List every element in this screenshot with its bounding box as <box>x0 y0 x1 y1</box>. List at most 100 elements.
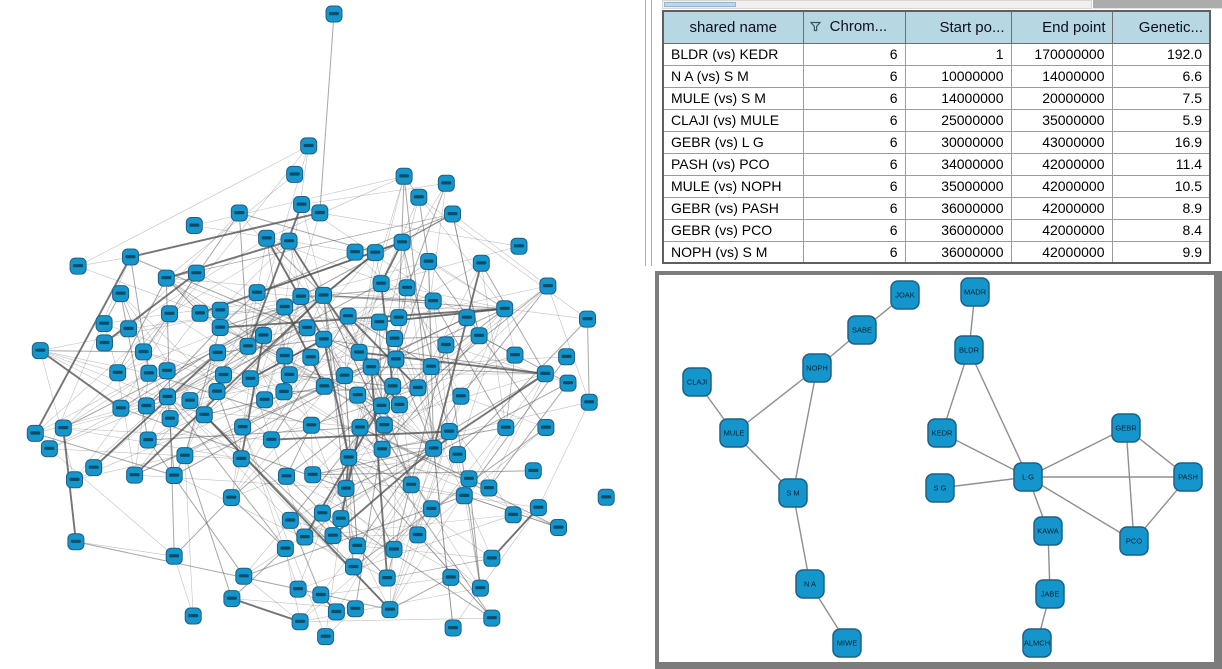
network-edge[interactable] <box>40 350 118 373</box>
column-header-end-point[interactable]: End point <box>1010 10 1113 44</box>
network-node[interactable] <box>239 337 257 355</box>
network-node[interactable] <box>262 431 280 449</box>
subnetwork-node-s-m[interactable]: S M <box>778 478 808 508</box>
network-edge[interactable] <box>417 183 447 388</box>
network-node[interactable] <box>460 470 478 488</box>
network-node[interactable] <box>40 440 58 458</box>
network-node[interactable] <box>444 205 461 223</box>
network-edge[interactable] <box>39 349 122 409</box>
network-edge[interactable] <box>284 145 309 307</box>
network-edge[interactable] <box>231 378 251 498</box>
network-edge[interactable] <box>184 455 233 599</box>
network-edge[interactable] <box>220 307 505 329</box>
subnetwork-edge[interactable] <box>1027 427 1127 478</box>
network-node[interactable] <box>126 466 144 484</box>
network-edge[interactable] <box>146 352 218 407</box>
network-edge[interactable] <box>231 497 286 549</box>
network-edge[interactable] <box>345 447 434 489</box>
network-edge[interactable] <box>167 283 382 398</box>
network-node[interactable] <box>385 540 403 558</box>
network-node[interactable] <box>395 167 413 185</box>
network-edge[interactable] <box>40 350 205 415</box>
table-row[interactable]: N A (vs) S M 6 10000000 14000000 6.6 <box>662 64 1211 88</box>
network-node[interactable] <box>209 344 227 362</box>
network-edge[interactable] <box>166 277 385 426</box>
network-node[interactable] <box>410 188 428 206</box>
network-edge[interactable] <box>310 356 372 368</box>
network-edge[interactable] <box>382 448 434 450</box>
network-node[interactable] <box>580 393 598 411</box>
network-edge[interactable] <box>386 344 447 579</box>
network-edge[interactable] <box>348 354 516 458</box>
subnetwork-node-n-a[interactable]: N A <box>795 569 825 599</box>
network-edge[interactable] <box>290 520 395 550</box>
network-node[interactable] <box>291 613 309 631</box>
network-node[interactable] <box>286 165 304 183</box>
subnetwork-node-pco[interactable]: PCO <box>1119 526 1149 556</box>
network-edge[interactable] <box>323 287 408 296</box>
network-node[interactable] <box>281 511 299 529</box>
network-edge[interactable] <box>286 475 388 579</box>
network-node[interactable] <box>340 448 358 466</box>
network-edge[interactable] <box>243 575 301 622</box>
network-node[interactable] <box>208 383 226 400</box>
network-node[interactable] <box>187 264 205 282</box>
network-node[interactable] <box>248 284 266 302</box>
network-node[interactable] <box>393 233 411 251</box>
subnetwork-node-noph[interactable]: NOPH <box>802 353 832 383</box>
network-edge[interactable] <box>445 344 481 589</box>
network-node[interactable] <box>398 279 416 297</box>
network-edge[interactable] <box>394 338 493 559</box>
table-row[interactable]: MULE (vs) NOPH 6 35000000 42000000 10.5 <box>662 174 1211 198</box>
network-node[interactable] <box>390 309 408 327</box>
network-node[interactable] <box>85 459 103 477</box>
network-node[interactable] <box>550 519 567 536</box>
subnetwork-node-gebr[interactable]: GEBR <box>1111 413 1141 443</box>
network-edge[interactable] <box>242 426 326 637</box>
network-edge[interactable] <box>166 240 290 280</box>
network-node[interactable] <box>54 419 72 437</box>
network-edge[interactable] <box>357 545 391 610</box>
network-edge[interactable] <box>340 518 493 619</box>
network-node[interactable] <box>222 489 240 507</box>
network-node[interactable] <box>298 319 316 337</box>
subnetwork-node-miwe[interactable]: MIWE <box>832 628 862 658</box>
network-node[interactable] <box>346 600 364 618</box>
subnetwork-node-kedr[interactable]: KEDR <box>927 418 957 448</box>
network-node[interactable] <box>255 326 272 344</box>
network-edge[interactable] <box>480 507 539 589</box>
network-node[interactable] <box>324 527 342 545</box>
network-node[interactable] <box>120 320 138 338</box>
network-edge[interactable] <box>173 497 232 557</box>
network-node[interactable] <box>158 362 176 380</box>
network-node[interactable] <box>66 471 83 489</box>
network-node[interactable] <box>480 479 498 497</box>
network-node[interactable] <box>442 568 460 586</box>
network-edge[interactable] <box>167 396 286 549</box>
subnetwork-node-jabe[interactable]: JABE <box>1035 579 1065 609</box>
subnetwork-panel[interactable]: JOAK MADR SABE NOPH BLDR CLAJI MULE KEDR GEBR L G… <box>655 271 1222 669</box>
network-edge[interactable] <box>356 395 462 547</box>
network-edge[interactable] <box>49 448 242 460</box>
network-edge[interactable] <box>289 240 356 253</box>
network-edge[interactable] <box>242 426 299 590</box>
network-edge[interactable] <box>381 245 520 284</box>
network-node[interactable] <box>289 580 307 598</box>
network-node[interactable] <box>366 244 384 262</box>
network-node[interactable] <box>292 288 310 305</box>
network-edge[interactable] <box>387 558 492 579</box>
network-edge[interactable] <box>148 426 361 441</box>
network-edge[interactable] <box>288 240 345 376</box>
network-node[interactable] <box>161 305 178 323</box>
network-node[interactable] <box>384 377 402 395</box>
subnetwork-node-madr[interactable]: MADR <box>960 277 990 307</box>
network-edge[interactable] <box>166 213 453 279</box>
table-row[interactable]: PASH (vs) PCO 6 34000000 42000000 11.4 <box>662 152 1211 176</box>
network-edge[interactable] <box>166 277 221 328</box>
network-edge[interactable] <box>538 402 590 508</box>
network-edge[interactable] <box>35 313 170 434</box>
network-edge[interactable] <box>130 211 321 258</box>
network-edge[interactable] <box>587 319 590 403</box>
network-edge[interactable] <box>104 313 170 324</box>
network-edge[interactable] <box>433 448 454 629</box>
